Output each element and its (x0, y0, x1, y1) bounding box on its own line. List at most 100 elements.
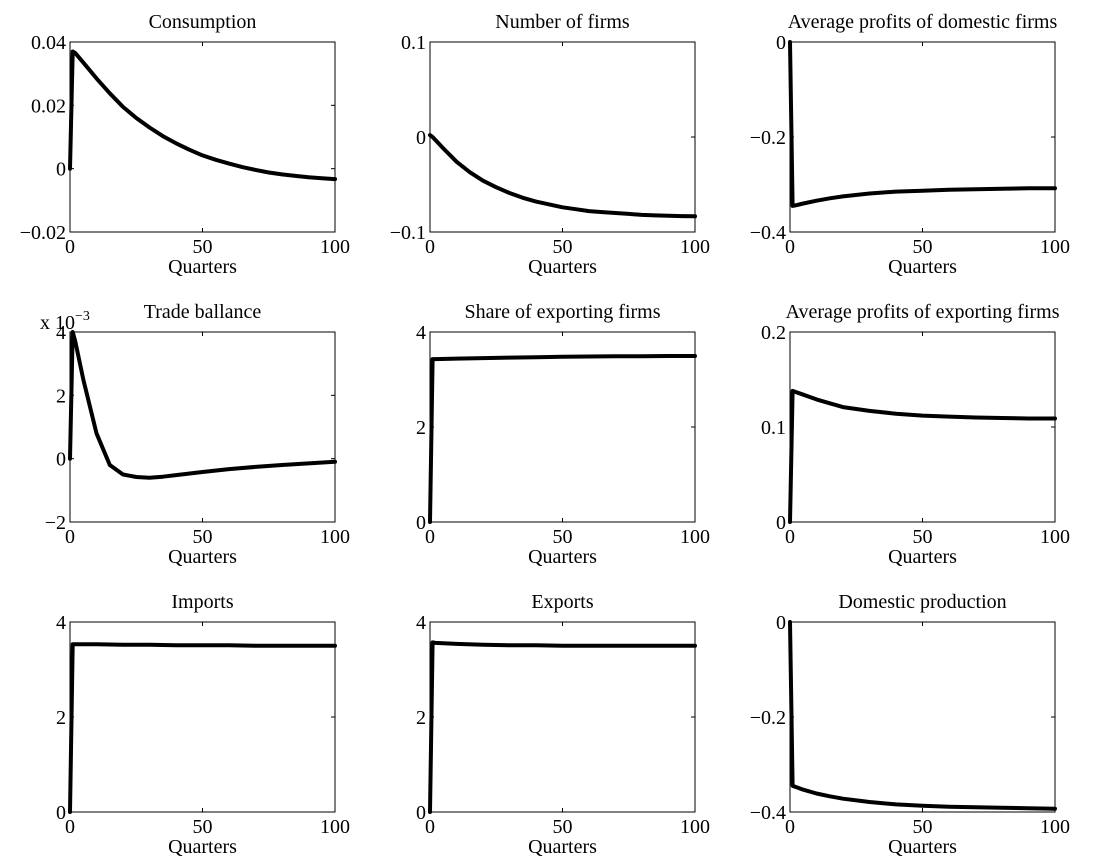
x-axis-label: Quarters (888, 546, 957, 568)
axes-box (69, 331, 336, 523)
x-tick-label: 50 (913, 526, 933, 548)
subplot-title: Exports (531, 591, 593, 613)
subplot-title: Imports (171, 591, 233, 613)
y-tick-label: −0.02 (20, 222, 66, 244)
y-tick-label: 0 (776, 612, 786, 634)
y-tick-label: 0.02 (31, 95, 66, 117)
y-tick-label: −0.1 (390, 222, 426, 244)
x-tick-label: 0 (65, 526, 75, 548)
series-line (68, 49, 337, 182)
x-tick-label: 0 (425, 236, 435, 258)
x-axis-label: Quarters (528, 546, 597, 568)
subplot: Average profits of exporting firms 0 50 100… (761, 301, 1070, 568)
y-tick-label: 2 (416, 417, 426, 439)
subplot: Share of exporting firms 0 50 100 4 2 0 Quarter… (416, 301, 710, 568)
y-tick-label: −0.4 (750, 222, 786, 244)
y-tick-label: 0 (416, 127, 426, 149)
axes-box (789, 41, 1056, 233)
x-tick-label: 100 (1040, 526, 1070, 548)
x-axis-label: Quarters (168, 836, 237, 858)
x-tick-label: 50 (553, 236, 573, 258)
axes-box (789, 621, 1056, 813)
y-tick-label: 0 (56, 159, 66, 181)
x-tick-label: 100 (680, 526, 710, 548)
exponent-power: −3 (75, 309, 90, 324)
y-tick-label: 4 (416, 322, 426, 344)
x-axis-label: Quarters (528, 836, 597, 858)
y-tick-label: 2 (56, 707, 66, 729)
series-line (68, 330, 337, 480)
x-tick-label: 100 (320, 236, 350, 258)
series-line (428, 354, 697, 524)
series-line (788, 620, 1057, 811)
x-tick-label: 100 (1040, 816, 1070, 838)
x-axis-label: Quarters (888, 836, 957, 858)
subplot: Exports 0 50 100 4 2 0 Quarters (416, 591, 710, 858)
y-tick-label: 0 (416, 512, 426, 534)
axes-box (429, 621, 696, 813)
series-line (788, 388, 1057, 524)
y-tick-label: −0.2 (750, 707, 786, 729)
axes-box (429, 41, 696, 233)
axes-box (789, 331, 1056, 523)
y-tick-label: −0.4 (750, 802, 786, 824)
x-tick-label: 100 (680, 236, 710, 258)
series-line (428, 133, 697, 219)
x-tick-label: 100 (1040, 236, 1070, 258)
x-tick-label: 50 (193, 526, 213, 548)
y-tick-label: 0.1 (761, 417, 786, 439)
y-tick-label: 0.1 (401, 32, 426, 54)
x-axis-label: Quarters (888, 256, 957, 278)
subplot-title: Average profits of exporting firms (786, 301, 1060, 323)
subplot-title: Consumption (149, 11, 257, 33)
y-tick-label: 0.04 (31, 32, 66, 54)
subplot-title: Share of exporting firms (464, 301, 660, 323)
x-tick-label: 0 (425, 816, 435, 838)
x-tick-label: 50 (193, 816, 213, 838)
series-line (68, 642, 337, 814)
subplot: Imports 0 50 100 4 2 0 Quarters (56, 591, 350, 858)
y-tick-label: 0 (416, 802, 426, 824)
x-tick-label: 50 (913, 236, 933, 258)
axes-box (429, 331, 696, 523)
y-tick-label: 2 (56, 385, 66, 407)
y-tick-label: −2 (45, 512, 66, 534)
y-tick-label: 0 (56, 802, 66, 824)
y-tick-label: 2 (416, 707, 426, 729)
subplot: Domestic production 0 50 100 0 −0.2 −0.4 Quarte… (750, 591, 1070, 858)
x-tick-label: 0 (425, 526, 435, 548)
subplot-title: Domestic production (838, 591, 1006, 613)
y-tick-label: 4 (56, 612, 66, 634)
x-tick-label: 100 (320, 526, 350, 548)
axes-box (69, 41, 336, 233)
y-tick-label: −0.2 (750, 127, 786, 149)
y-tick-label: 0 (776, 32, 786, 54)
y-tick-label: 4 (416, 612, 426, 634)
x-tick-label: 0 (785, 526, 795, 548)
x-tick-label: 0 (65, 236, 75, 258)
y-tick-label: 4 (56, 322, 66, 344)
x-axis-label: Quarters (168, 546, 237, 568)
x-axis-label: Quarters (528, 256, 597, 278)
x-tick-label: 50 (913, 816, 933, 838)
x-tick-label: 50 (193, 236, 213, 258)
x-tick-label: 100 (320, 816, 350, 838)
x-tick-label: 0 (785, 236, 795, 258)
series-line (428, 640, 697, 814)
axes-box (69, 621, 336, 813)
y-tick-label: 0.2 (761, 322, 786, 344)
x-tick-label: 0 (65, 816, 75, 838)
subplot-title: Average profits of domestic firms (788, 11, 1058, 33)
series-line (788, 40, 1057, 208)
x-tick-label: 50 (553, 526, 573, 548)
y-tick-label: 0 (56, 449, 66, 471)
x-tick-label: 0 (785, 816, 795, 838)
subplot-title: Number of firms (495, 11, 630, 33)
y-tick-label: 0 (776, 512, 786, 534)
x-axis-label: Quarters (168, 256, 237, 278)
